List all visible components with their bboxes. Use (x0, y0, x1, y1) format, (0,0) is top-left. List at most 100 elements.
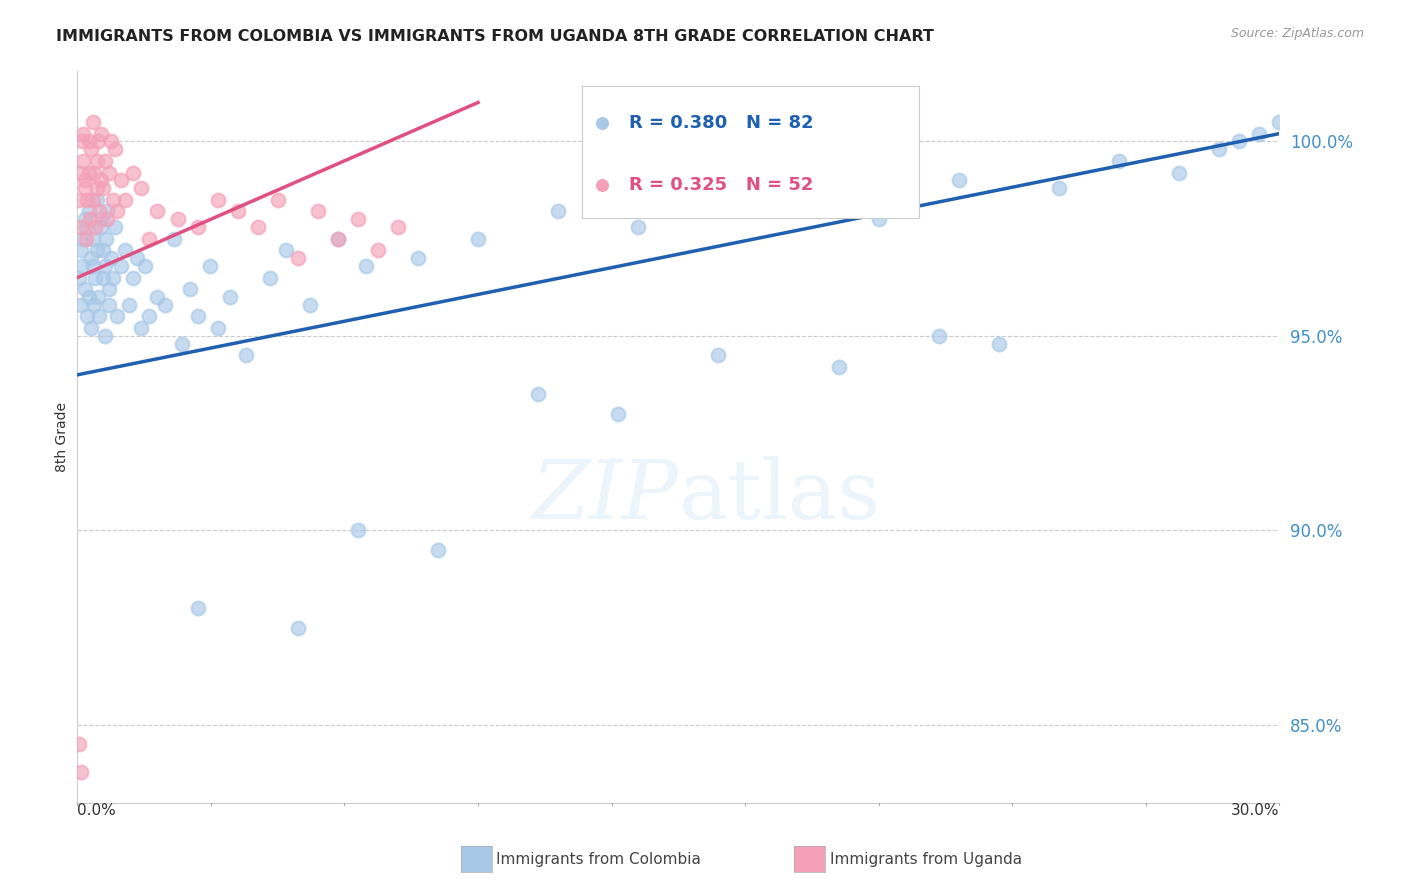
Point (67, 270, 90, 285)
Point (80, 142, 103, 156)
Point (84, 219, 107, 234)
Point (69, 244, 91, 258)
Point (100, 135, 122, 149)
Point (1208, 142, 1230, 156)
Point (287, 621, 309, 635)
Point (1268, 115, 1291, 129)
Point (131, 181, 153, 195)
Point (72, 232, 94, 246)
Point (326, 232, 349, 246)
Point (198, 259, 221, 273)
Point (406, 251, 429, 265)
Point (187, 601, 209, 615)
Point (287, 251, 309, 265)
Point (207, 321, 229, 335)
Point (367, 244, 389, 258)
Point (90, 173, 112, 187)
Point (96, 232, 118, 246)
Point (75, 219, 97, 234)
Point (94, 153, 117, 168)
Point (226, 204, 249, 219)
Point (89, 204, 111, 219)
Point (187, 310, 209, 324)
Point (235, 348, 257, 362)
Point (73, 181, 96, 195)
Text: atlas: atlas (679, 456, 880, 535)
Point (134, 259, 156, 273)
Point (84, 270, 107, 285)
Point (1047, 181, 1070, 195)
Point (103, 193, 125, 207)
Point (67, 738, 90, 752)
Point (467, 232, 489, 246)
Point (1108, 153, 1130, 168)
Point (72, 153, 94, 168)
Point (70, 259, 93, 273)
Point (86, 153, 108, 168)
Y-axis label: 8th Grade: 8th Grade (55, 402, 69, 472)
Point (69, 165, 91, 179)
Point (93, 244, 115, 258)
Point (110, 259, 132, 273)
Text: ZIP: ZIP (531, 456, 679, 535)
Point (928, 329, 950, 343)
Point (77, 204, 100, 219)
Point (166, 212, 188, 227)
Point (122, 165, 145, 179)
Point (107, 310, 129, 324)
Point (87, 135, 110, 149)
Point (427, 542, 450, 557)
Point (127, 251, 149, 265)
Point (79, 165, 101, 179)
Point (162, 232, 184, 246)
Point (79, 290, 101, 304)
Point (527, 387, 550, 401)
Point (89, 310, 111, 324)
Point (98, 298, 121, 312)
Point (80, 321, 103, 335)
Point (70, 219, 93, 234)
Point (90, 127, 112, 141)
Point (138, 232, 160, 246)
Point (72, 127, 94, 141)
Point (86, 193, 108, 207)
Point (347, 524, 370, 538)
Point (76, 310, 98, 324)
Point (354, 259, 377, 273)
Point (114, 244, 136, 258)
Text: Immigrants from Uganda: Immigrants from Uganda (830, 853, 1022, 867)
Point (107, 204, 129, 219)
Point (187, 219, 209, 234)
Point (110, 173, 132, 187)
Point (90, 219, 112, 234)
Point (83, 165, 105, 179)
Point (138, 310, 160, 324)
Point (607, 407, 630, 421)
Text: IMMIGRANTS FROM COLOMBIA VS IMMIGRANTS FROM UGANDA 8TH GRADE CORRELATION CHART: IMMIGRANTS FROM COLOMBIA VS IMMIGRANTS F… (56, 29, 934, 44)
Point (146, 290, 169, 304)
Point (75, 232, 97, 246)
Text: Immigrants from Colombia: Immigrants from Colombia (496, 853, 702, 867)
Point (1229, 135, 1251, 149)
Point (77, 135, 100, 149)
Point (267, 193, 290, 207)
Point (179, 282, 201, 296)
Point (96, 212, 118, 227)
Text: Source: ZipAtlas.com: Source: ZipAtlas.com (1230, 27, 1364, 40)
Point (82, 193, 104, 207)
Point (82, 115, 104, 129)
Point (207, 193, 229, 207)
Point (627, 219, 650, 234)
Point (707, 348, 730, 362)
Point (93, 181, 115, 195)
Point (387, 219, 409, 234)
Point (86, 181, 108, 195)
Point (90, 212, 112, 227)
Point (1168, 165, 1191, 179)
Point (86, 244, 108, 258)
Point (75, 173, 97, 187)
Point (218, 290, 240, 304)
Point (246, 219, 269, 234)
Point (155, 298, 177, 312)
Point (307, 204, 329, 219)
